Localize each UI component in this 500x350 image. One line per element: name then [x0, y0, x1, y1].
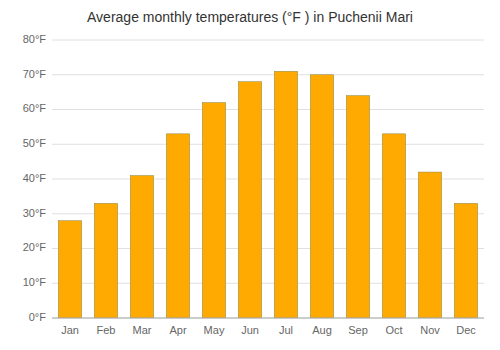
y-tick-label: 70°F — [23, 68, 47, 80]
x-tick-label: Jul — [279, 324, 293, 336]
y-tick-label: 20°F — [23, 241, 47, 253]
x-tick-label: Jan — [61, 324, 79, 336]
grid-line — [52, 40, 484, 41]
x-tick-label: Feb — [97, 324, 116, 336]
y-tick-label: 0°F — [29, 311, 47, 323]
x-tick-label: Jun — [241, 324, 259, 336]
bar — [454, 203, 477, 318]
bar — [202, 103, 225, 318]
y-tick-label: 40°F — [23, 172, 47, 184]
x-axis-line — [52, 318, 484, 319]
x-tick-label: Sep — [348, 324, 368, 336]
bar — [346, 96, 369, 318]
x-tick-label: Oct — [385, 324, 402, 336]
x-tick-label: Aug — [312, 324, 332, 336]
x-tick-label: Dec — [456, 324, 476, 336]
x-tick-label: Mar — [133, 324, 152, 336]
title: Average monthly temperatures (°F ) in Pu… — [87, 9, 413, 25]
y-tick-label: 80°F — [23, 33, 47, 45]
background — [0, 0, 500, 350]
y-tick-label: 50°F — [23, 137, 47, 149]
chart-container: Average monthly temperatures (°F ) in Pu… — [0, 0, 500, 350]
bar — [58, 221, 81, 318]
y-tick-label: 10°F — [23, 276, 47, 288]
bar — [274, 71, 297, 318]
bar — [94, 203, 117, 318]
bar — [382, 134, 405, 318]
x-tick-label: Nov — [420, 324, 440, 336]
x-axis: Jan Feb Mar Apr May Jun Jul Aug Sep Oct Nov Dec — [61, 324, 476, 336]
bar — [418, 172, 441, 318]
bar — [166, 134, 189, 318]
grid-line — [52, 74, 484, 75]
bar — [130, 176, 153, 318]
x-tick-label: May — [204, 324, 225, 336]
y-axis: 0°F 10°F 20°F 30°F 40°F 50°F 60°F 70°F 80°F — [23, 33, 484, 323]
y-tick-label: 30°F — [23, 207, 47, 219]
grid-line — [52, 318, 484, 319]
bar — [238, 82, 261, 318]
grid-line — [52, 144, 484, 145]
chart: Average monthly temperatures (°F ) in Pu… — [0, 0, 500, 350]
bars — [58, 71, 477, 318]
x-tick-label: Apr — [169, 324, 186, 336]
bar — [310, 75, 333, 318]
grid-line — [52, 109, 484, 110]
y-tick-label: 60°F — [23, 102, 47, 114]
